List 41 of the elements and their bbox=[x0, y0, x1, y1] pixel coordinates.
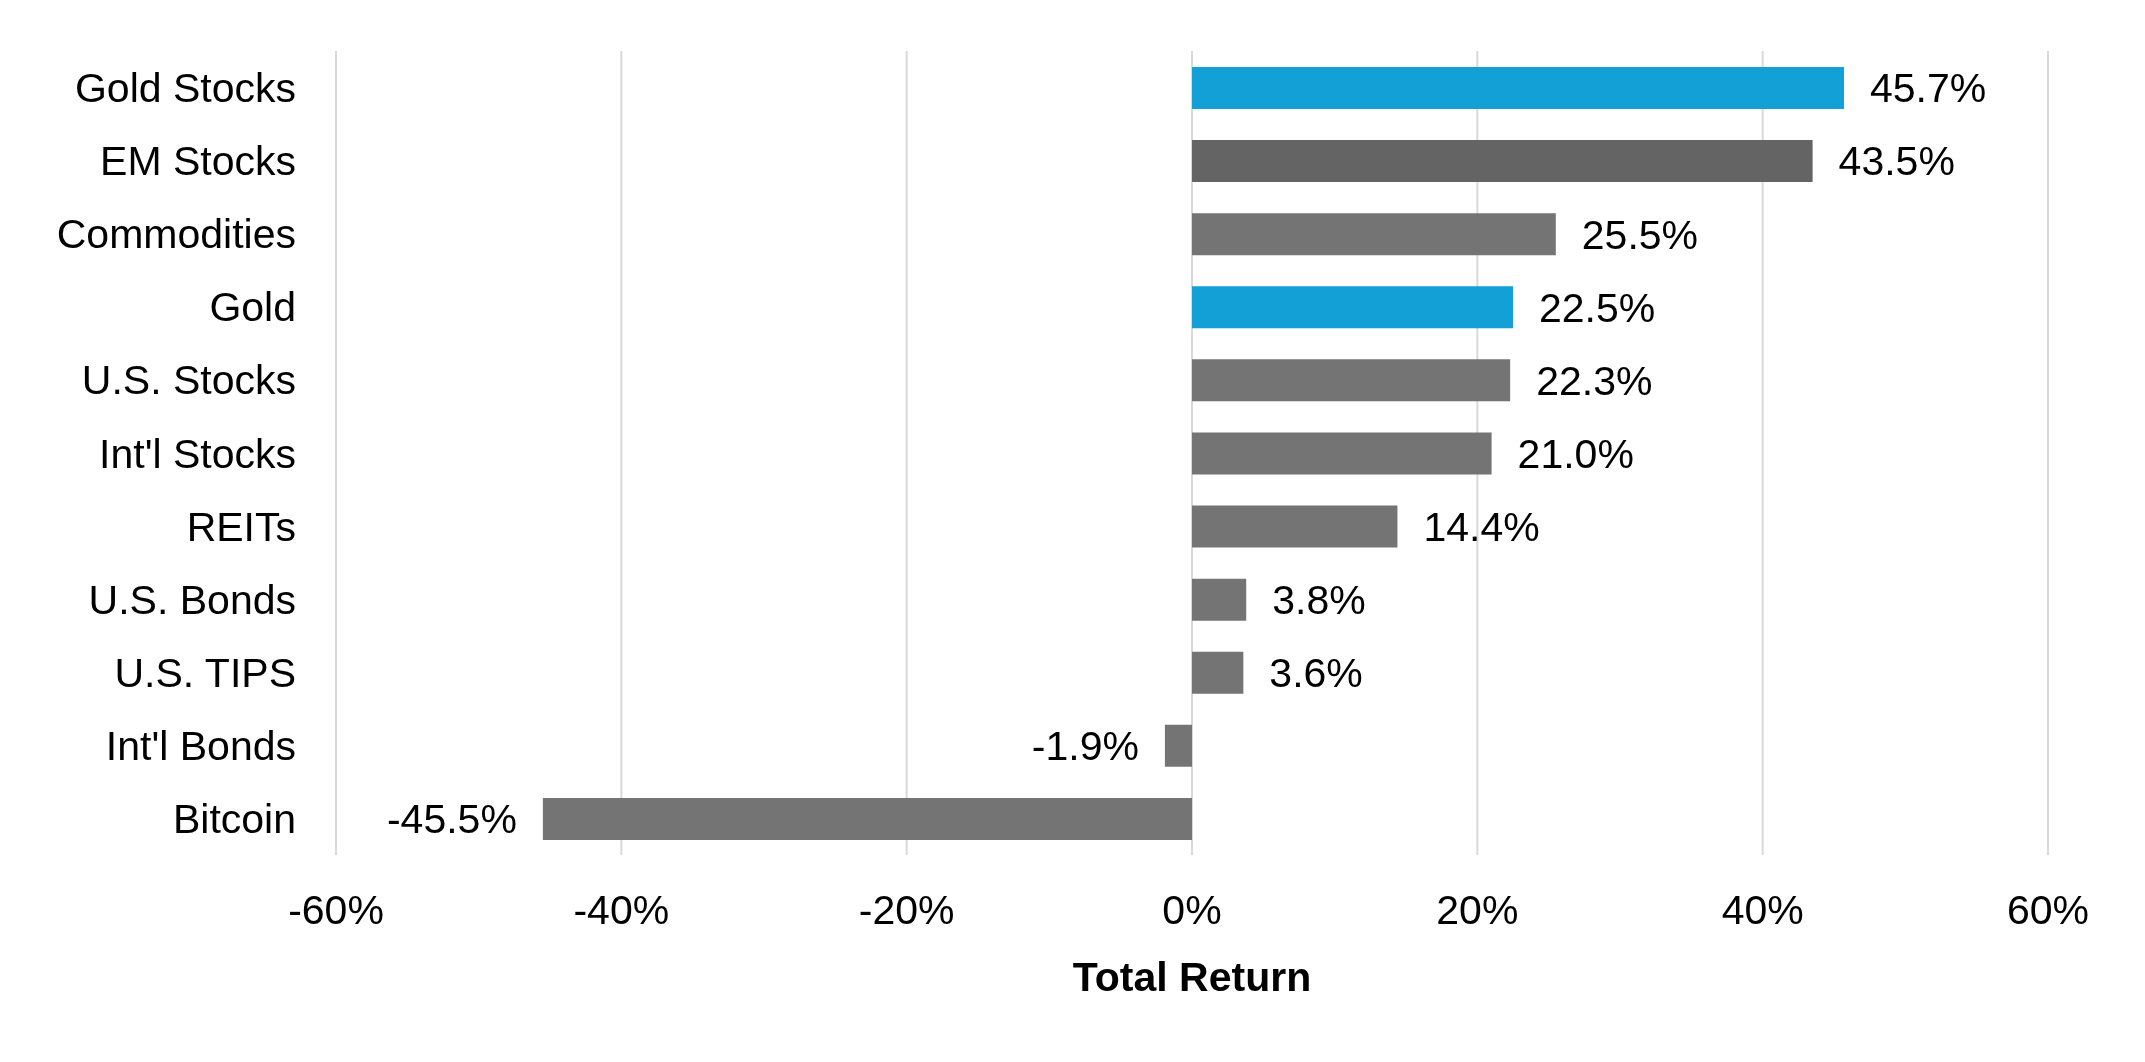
y-tick-label: Commodities bbox=[56, 211, 296, 258]
bar bbox=[1192, 651, 1244, 694]
data-label: 25.5% bbox=[1581, 211, 1699, 258]
x-tick-label: 60% bbox=[2006, 887, 2090, 934]
x-tick-label: -40% bbox=[573, 887, 670, 934]
x-tick-label: -60% bbox=[288, 887, 384, 934]
y-tick-label: EM Stocks bbox=[100, 138, 296, 185]
data-label: 3.8% bbox=[1272, 576, 1366, 623]
x-tick-label: 20% bbox=[1436, 887, 1519, 934]
data-label: 45.7% bbox=[1869, 65, 1987, 112]
data-label: 43.5% bbox=[1838, 138, 1955, 185]
y-tick-label: REITs bbox=[186, 503, 296, 550]
bar bbox=[1192, 286, 1513, 329]
bar bbox=[1192, 140, 1813, 183]
bar bbox=[1164, 724, 1192, 767]
x-axis-title: Total Return bbox=[1072, 954, 1312, 1000]
y-tick-label: Gold Stocks bbox=[74, 65, 296, 112]
y-tick-label: U.S. Bonds bbox=[88, 576, 296, 623]
bar bbox=[1192, 359, 1511, 402]
data-label: 3.6% bbox=[1269, 650, 1363, 697]
x-tick-label: -20% bbox=[858, 887, 955, 934]
y-tick-label: Gold bbox=[209, 284, 296, 331]
data-label: 22.3% bbox=[1536, 357, 1653, 404]
bar bbox=[1192, 505, 1398, 548]
bar bbox=[1192, 213, 1556, 256]
data-label: 14.4% bbox=[1423, 503, 1540, 550]
y-tick-label: Int'l Bonds bbox=[105, 722, 296, 769]
y-tick-label: U.S. TIPS bbox=[114, 649, 296, 696]
y-tick-label: Bitcoin bbox=[172, 796, 296, 843]
data-label: 22.5% bbox=[1539, 284, 1656, 331]
x-tick-label: 40% bbox=[1721, 887, 1804, 934]
data-label: 21.0% bbox=[1517, 430, 1634, 477]
data-label: -1.9% bbox=[1031, 723, 1139, 770]
bar bbox=[1192, 578, 1247, 621]
data-label: -45.5% bbox=[386, 796, 517, 843]
x-tick-label: 0% bbox=[1162, 887, 1222, 934]
bar bbox=[1192, 432, 1492, 475]
y-tick-label: U.S. Stocks bbox=[81, 357, 296, 404]
bar bbox=[542, 797, 1192, 840]
y-tick-label: Int'l Stocks bbox=[99, 430, 296, 477]
bar bbox=[1192, 67, 1844, 109]
